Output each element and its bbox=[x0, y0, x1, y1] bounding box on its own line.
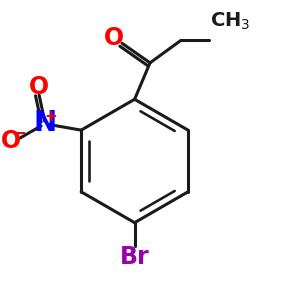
Text: CH$_3$: CH$_3$ bbox=[210, 11, 251, 32]
Text: O: O bbox=[29, 75, 49, 99]
Text: −: − bbox=[11, 125, 26, 143]
Text: Br: Br bbox=[120, 245, 149, 269]
Text: +: + bbox=[44, 109, 57, 124]
Text: N: N bbox=[33, 109, 56, 137]
Text: O: O bbox=[103, 26, 124, 50]
Text: O: O bbox=[1, 129, 21, 153]
